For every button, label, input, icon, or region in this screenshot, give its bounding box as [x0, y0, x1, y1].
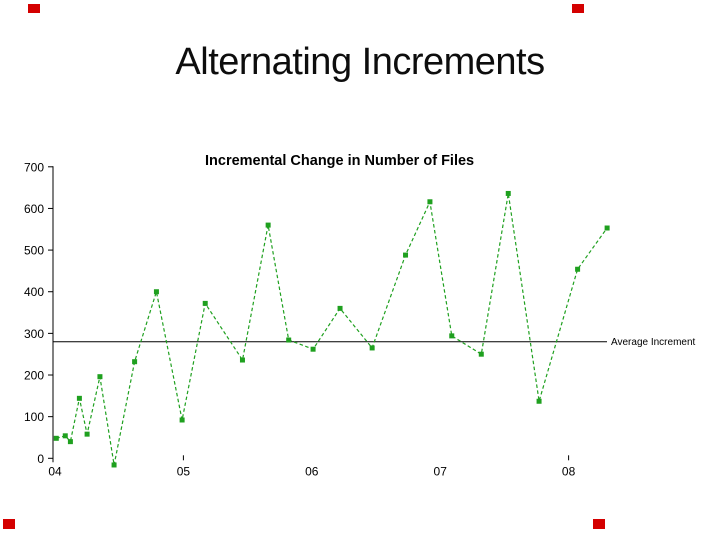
data-point-marker [337, 305, 343, 311]
data-point-marker [604, 225, 610, 231]
x-axis-tick-label: 08 [562, 464, 576, 478]
corner-registration-marker [572, 4, 584, 13]
y-axis-tick-label: 100 [24, 410, 44, 424]
data-point-marker [153, 289, 159, 295]
data-point-marker [505, 190, 511, 196]
data-point-marker [84, 431, 90, 437]
chart-axes: 0 100 200 300 400 500 600 700 04 05 06 07 08 [24, 160, 576, 478]
data-point-marker [76, 395, 82, 401]
data-point-marker [310, 346, 316, 352]
data-point-marker [239, 357, 245, 363]
data-point-marker [67, 439, 73, 445]
data-point-marker [53, 435, 59, 441]
chart-title: Incremental Change in Number of Files [205, 153, 474, 169]
y-axis-tick-label: 300 [24, 327, 44, 341]
average-line-label: Average Increment [611, 337, 696, 348]
data-point-marker [132, 359, 138, 365]
data-point-marker [427, 199, 433, 205]
average-line-group: Average Increment [53, 337, 696, 348]
data-series-group [53, 190, 610, 468]
x-axis-tick-label: 04 [48, 464, 62, 478]
corner-registration-marker [28, 4, 40, 13]
x-axis-tick-label: 06 [305, 464, 319, 478]
data-point-marker [265, 222, 271, 228]
x-axis-tick-label: 07 [434, 464, 448, 478]
corner-registration-marker [3, 519, 15, 529]
slide-title: Alternating Increments [175, 41, 545, 83]
data-point-marker [97, 374, 103, 380]
y-axis-tick-label: 400 [24, 285, 44, 299]
y-axis-tick-label: 500 [24, 244, 44, 258]
data-point-marker [62, 433, 68, 439]
data-point-marker [111, 462, 117, 468]
data-point-marker [403, 252, 409, 258]
data-point-marker [286, 337, 292, 343]
y-axis-tick-label: 0 [37, 452, 44, 466]
data-point-marker [536, 398, 542, 404]
series-line [56, 193, 608, 466]
data-point-marker [575, 266, 581, 272]
y-axis-tick-label: 600 [24, 202, 44, 216]
data-point-marker [478, 351, 484, 357]
data-point-marker [369, 345, 375, 351]
data-point-marker [179, 417, 185, 423]
x-axis-tick-label: 05 [177, 464, 191, 478]
y-axis-tick-label: 700 [24, 160, 44, 174]
corner-registration-marker [593, 519, 605, 529]
y-axis-tick-label: 200 [24, 369, 44, 383]
data-point-marker [449, 333, 455, 339]
data-point-marker [202, 300, 208, 306]
